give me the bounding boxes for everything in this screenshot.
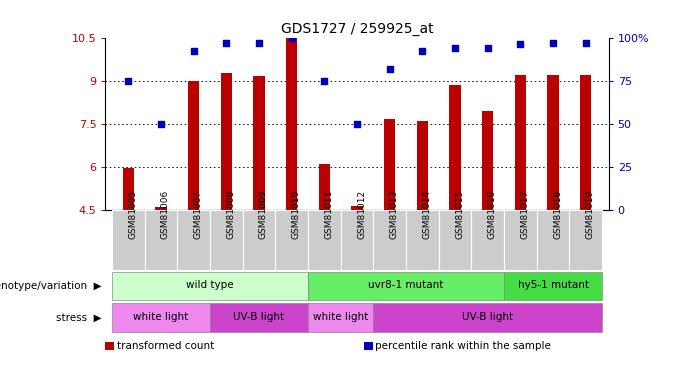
Text: GSM81009: GSM81009 — [259, 190, 268, 239]
Bar — [275, 210, 308, 270]
Point — [580, 40, 591, 46]
Bar — [122, 168, 134, 210]
Bar — [406, 210, 439, 270]
Point — [384, 66, 395, 72]
Text: percentile rank within the sample: percentile rank within the sample — [375, 341, 551, 351]
Text: GSM81013: GSM81013 — [390, 190, 398, 239]
Text: uvr8-1 mutant: uvr8-1 mutant — [369, 280, 444, 290]
Bar — [188, 81, 199, 210]
Text: GSM81008: GSM81008 — [226, 190, 235, 239]
Point — [286, 34, 297, 40]
Bar — [210, 303, 308, 332]
Bar — [439, 210, 471, 270]
Text: white light: white light — [313, 312, 369, 322]
Bar — [112, 272, 308, 300]
Point — [221, 40, 232, 46]
Bar — [569, 210, 602, 270]
Text: UV-B light: UV-B light — [462, 312, 513, 322]
Text: genotype/variation  ▶: genotype/variation ▶ — [0, 281, 102, 291]
Point — [254, 40, 265, 46]
Point — [417, 48, 428, 54]
Text: GSM81015: GSM81015 — [455, 190, 464, 239]
Bar — [220, 74, 232, 210]
Bar — [504, 272, 602, 300]
Bar — [537, 210, 569, 270]
Point — [123, 78, 134, 84]
Text: stress  ▶: stress ▶ — [56, 313, 102, 323]
Point — [449, 45, 460, 51]
Text: GSM81016: GSM81016 — [488, 190, 496, 239]
Point — [156, 121, 167, 127]
Bar — [482, 111, 494, 210]
Text: UV-B light: UV-B light — [233, 312, 284, 322]
Bar — [504, 210, 537, 270]
Bar — [155, 207, 167, 210]
Text: GSM81012: GSM81012 — [357, 190, 366, 239]
Bar — [210, 210, 243, 270]
Bar — [449, 85, 461, 210]
Bar — [177, 210, 210, 270]
Point — [515, 41, 526, 47]
Bar — [373, 303, 602, 332]
Bar — [308, 272, 504, 300]
Text: GSM81007: GSM81007 — [194, 190, 203, 239]
Text: hy5-1 mutant: hy5-1 mutant — [517, 280, 589, 290]
Bar — [373, 210, 406, 270]
Bar — [471, 210, 504, 270]
Text: GSM81011: GSM81011 — [324, 190, 333, 239]
Bar — [417, 121, 428, 210]
Bar — [243, 210, 275, 270]
Text: GSM81017: GSM81017 — [520, 190, 529, 239]
Bar — [384, 120, 395, 210]
Text: wild type: wild type — [186, 280, 234, 290]
Text: GSM81005: GSM81005 — [129, 190, 137, 239]
Text: GSM81014: GSM81014 — [422, 190, 431, 239]
Text: white light: white light — [133, 312, 188, 322]
Point — [547, 40, 558, 46]
Bar — [145, 210, 177, 270]
Bar — [515, 75, 526, 210]
Text: GSM81010: GSM81010 — [292, 190, 301, 239]
Text: GSM81006: GSM81006 — [161, 190, 170, 239]
Point — [188, 48, 199, 54]
Bar — [112, 303, 210, 332]
Bar — [341, 210, 373, 270]
Bar — [319, 164, 330, 210]
Point — [319, 78, 330, 84]
Text: GSM81019: GSM81019 — [585, 190, 595, 239]
Bar — [308, 303, 373, 332]
Point — [482, 45, 493, 51]
Text: GSM81018: GSM81018 — [553, 190, 562, 239]
Bar — [352, 206, 362, 210]
Bar — [253, 76, 265, 210]
Bar — [308, 210, 341, 270]
Bar — [580, 75, 592, 210]
Title: GDS1727 / 259925_at: GDS1727 / 259925_at — [281, 22, 433, 36]
Point — [352, 121, 362, 127]
Bar — [112, 210, 145, 270]
Bar — [286, 38, 297, 210]
Text: transformed count: transformed count — [117, 341, 214, 351]
Bar — [547, 75, 559, 210]
